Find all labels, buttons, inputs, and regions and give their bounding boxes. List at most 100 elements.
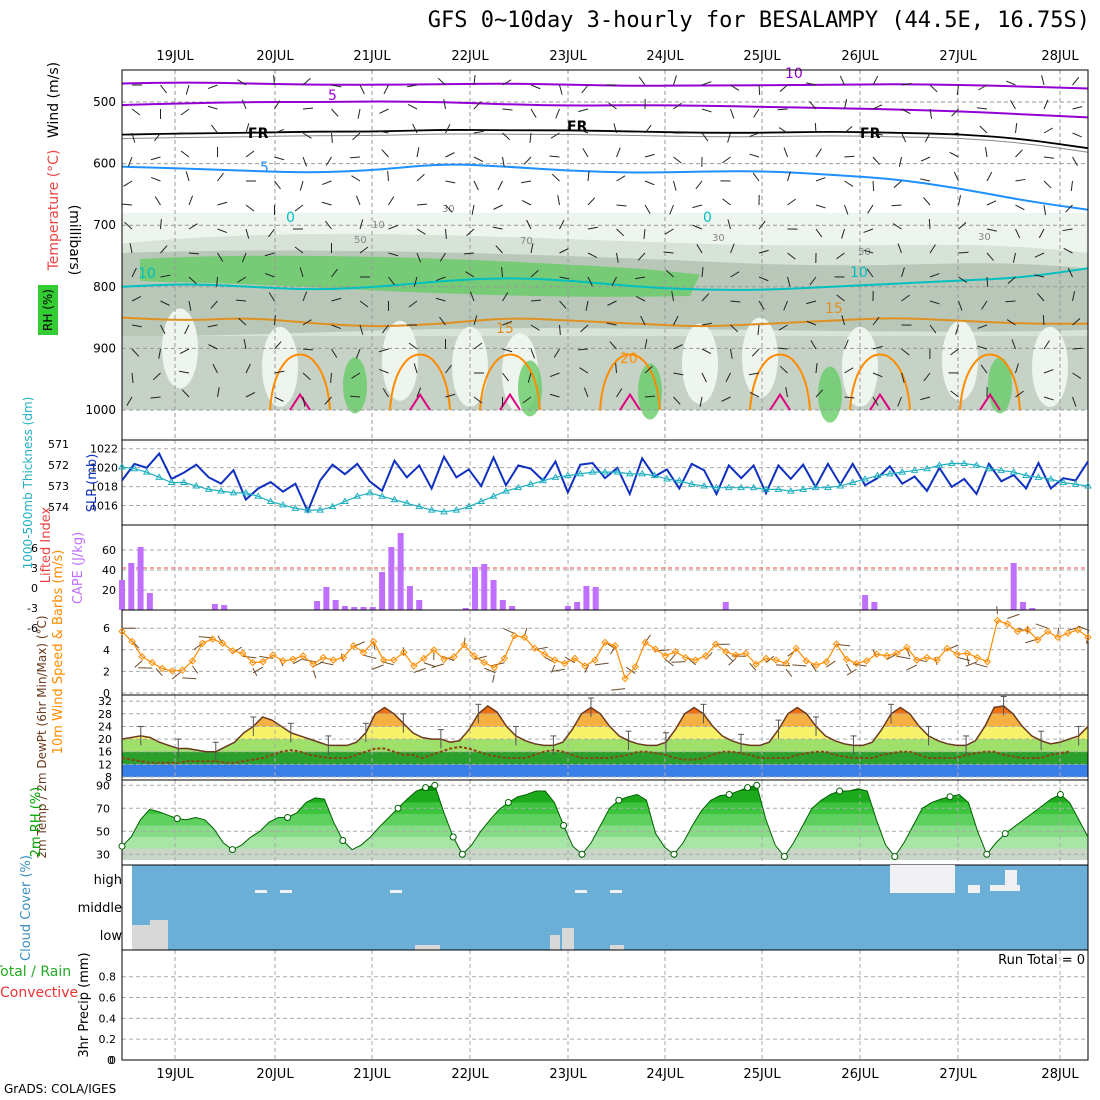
x-tick-label-top: 21JUL [353,49,391,64]
data-point [1023,626,1032,634]
wind-barb [158,348,161,359]
data-point [1009,468,1018,475]
wind-barb [577,348,589,351]
wind-barb [583,387,589,398]
wind-barb [901,372,905,383]
y2-tick-label: 573 [48,480,69,493]
wind-barb [273,74,275,86]
wind-barb [956,84,959,95]
data-point [687,480,696,487]
contour-25 [499,392,521,411]
wind-barb [321,180,332,186]
data-point [427,506,436,513]
contour-label: 15 [496,321,514,337]
wind-barb [578,128,589,134]
data-point [341,497,349,504]
wind-barb [294,204,304,212]
wind-barb [245,123,250,134]
wind-barb [437,77,446,86]
data-point [571,654,579,663]
wind-barb [521,200,532,206]
data-point [935,461,944,468]
wind-barb [671,661,686,663]
wind-barb [382,324,389,334]
wind-barb [212,363,218,374]
x-tick-label-top: 25JUL [743,49,781,64]
wind-barb [359,246,369,254]
wind-barb [809,101,817,110]
wind-barb [749,392,760,398]
wind-barb [207,84,218,90]
wind-barb [522,396,532,404]
wind-barb [325,220,332,230]
rh-dry-pocket [262,326,298,407]
y2-tick-label: -3 [27,602,38,615]
wind-barb [965,661,978,667]
rh-point [578,850,586,858]
wind-barb [977,107,988,110]
wind-barb [687,657,696,666]
data-point [700,481,708,489]
cloud-patch-low [132,925,150,950]
data-point [983,658,992,666]
wind-barb [981,300,988,310]
contour-label: 0 [286,210,295,226]
wind-barb [958,222,967,230]
panel-frame [121,949,1089,1061]
y-axis-label-temp: Temperature (°C) [46,150,62,272]
wind-barb [953,171,959,182]
data-point [812,661,821,669]
wind-barb [640,315,646,326]
wind-barb [901,108,911,115]
contour-line [121,163,1089,211]
data-point [1084,633,1092,642]
wind-barb [238,317,247,326]
wind-barb [154,132,161,142]
wind-barb [785,668,793,677]
wind-barb [1043,99,1049,110]
wind-barb [331,84,342,88]
y-tick-label: 20 [98,733,112,746]
data-point [802,657,810,665]
wind-barb [692,224,703,230]
wind-barb [951,108,959,117]
data-point [269,651,277,659]
wind-barb [673,156,682,164]
wind-barb [730,271,740,278]
wind-barb [929,244,936,254]
wind-barb [217,635,224,644]
wind-barb [692,204,703,209]
cape-bar [1019,602,1026,610]
wind-barb [211,124,218,134]
rh-point [753,781,761,789]
data-point [259,658,267,666]
wind-barb [180,150,190,158]
wind-barb [779,365,788,374]
wind-barb [559,324,561,336]
wind-barb [268,228,275,238]
wind-barb [841,228,845,239]
y2-tick-label: 6 [31,542,38,555]
y-tick-label: 20 [102,584,116,597]
data-point [1071,480,1080,487]
data-point [601,638,609,647]
wind-barb [929,108,933,119]
wind-barb [616,228,625,237]
cape-bar [128,563,135,610]
wind-barb [492,226,503,230]
wind-barb [550,132,560,139]
data-point [861,475,869,482]
cape-bar [574,602,581,610]
y-tick-label: high [94,873,122,888]
wind-barb [1043,369,1054,374]
rh-band [122,814,1088,826]
cape-bar [332,600,339,610]
data-point [671,647,680,656]
cloud-patch-high [890,865,955,893]
grid [121,949,1089,1061]
wind-barb [530,84,541,90]
contour-label: FR [248,126,269,142]
wind-barb [473,396,483,404]
rh-point [449,833,457,841]
wind-barb [826,660,836,668]
